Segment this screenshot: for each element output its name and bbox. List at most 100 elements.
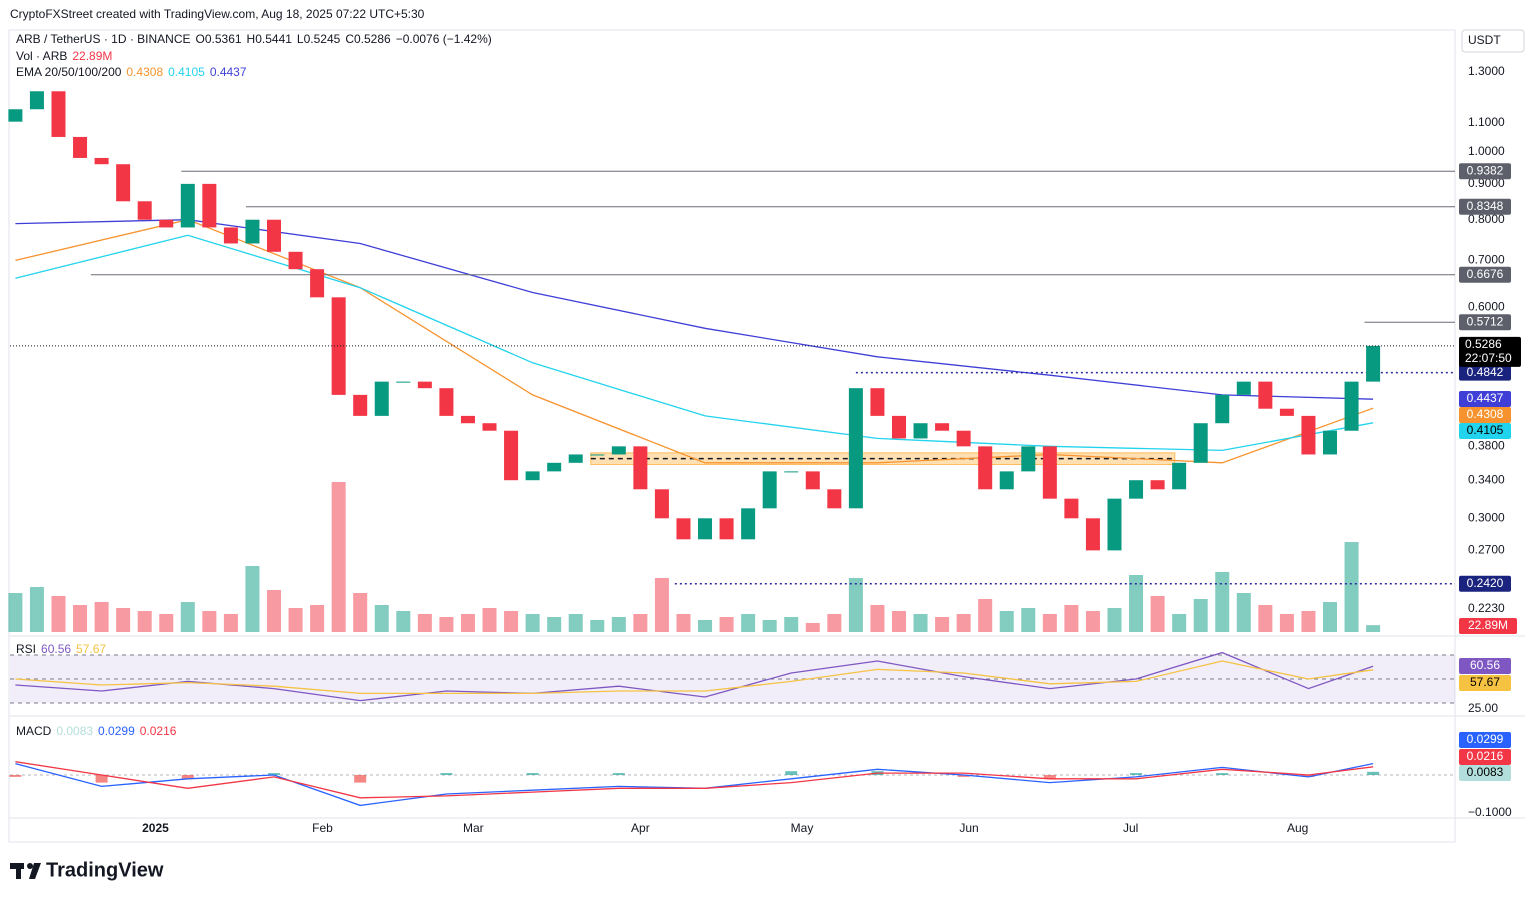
candle-body [223,227,238,244]
level-label: 0.8348 [1467,199,1504,213]
macd-line [15,761,1374,799]
candle-body [439,388,454,416]
legend-text: 0.0299 [98,724,135,738]
volume-bar [8,593,23,632]
rsi-label: 57.67 [1470,675,1500,689]
candle-body [504,430,519,481]
candle-body [999,471,1014,490]
candle-body [288,251,303,270]
candle-body [1172,462,1187,490]
candle-body [590,454,605,456]
logo-mark [10,863,41,879]
rsi-label: 60.56 [1470,658,1500,672]
candle-body [913,423,928,439]
volume-bar [805,623,820,632]
candle-body [94,157,109,165]
volume-bar [1301,611,1316,632]
volume-bar [913,614,928,632]
candle-body [1366,345,1381,382]
volume-bar [870,605,885,632]
volume-bar [741,614,756,632]
volume-bar [94,602,109,632]
level-label-box [1459,314,1511,331]
volume-bar [956,614,971,632]
level-label: 0.5712 [1467,314,1504,328]
candle-body [1322,430,1338,455]
x-tick-label: May [791,821,814,835]
candle-body [611,446,626,455]
candle-body [245,219,260,244]
volume-bar [1042,614,1057,632]
legend-text: 22.89M [72,49,112,63]
volume-bar [116,608,131,632]
current-price-box [1459,336,1521,367]
volume-bar [633,614,648,632]
volume-bar [202,611,217,632]
macd-label-box [1459,749,1511,765]
y-tick-label: 0.9000 [1468,176,1505,190]
volume-bar [159,614,174,632]
volume-bar [654,578,669,632]
legend-text: 0.0216 [140,724,177,738]
macd-histogram-bar [440,773,453,775]
macd-histogram-bar [1302,774,1315,777]
candle-body [870,388,885,416]
macd-histogram-bar [181,774,194,779]
volume-bar [417,614,432,632]
volume-bar [1107,608,1122,632]
candle-body [978,446,993,490]
volume-bar [1322,602,1338,632]
candle-body [331,297,346,395]
candle-body [525,471,540,481]
volume-bar [460,614,475,632]
ema-label-box [1459,423,1511,439]
y-tick-label: 0.6000 [1468,299,1505,313]
candle-body [1279,408,1294,416]
candle-body [935,423,950,431]
candle-body [1236,381,1251,395]
volume-bar [999,611,1014,632]
candle-body [1150,480,1165,490]
candle-body [374,381,389,416]
candle-body [784,471,799,473]
volume-bar [1215,572,1230,632]
candle-body [827,489,842,509]
volume-bar [525,614,540,632]
candle-body [202,183,217,228]
volume-bar [827,614,842,632]
y-tick-label: 0.7000 [1468,253,1505,267]
macd-histogram-bar [526,773,539,775]
candle-body [116,164,131,202]
x-tick-label: Apr [631,821,650,835]
legend-text: EMA 20/50/100/200 [16,65,122,79]
x-tick-label: Jul [1123,821,1138,835]
level-label: 0.9382 [1467,163,1504,177]
macd-label-box [1459,732,1511,748]
candle-body [1021,446,1036,472]
candle-body [805,471,820,490]
y-tick-label: 1.3000 [1468,64,1505,78]
x-tick-label: Feb [312,821,333,835]
volume-bar [719,617,734,632]
macd-label: 0.0083 [1467,765,1504,779]
legend-text: Vol · ARB [16,49,67,63]
candle-body [310,269,325,298]
volume-bar [73,605,88,632]
legend-text: 0.4437 [210,65,247,79]
candle-body [891,415,906,439]
macd-label-box [1459,765,1511,781]
volume-bar [891,611,906,632]
candle-body [1301,415,1316,455]
currency-box[interactable] [1461,29,1525,53]
volume-bar [676,614,691,632]
ema-line [15,234,1374,452]
legend-text: −0.0076 (−1.42%) [396,32,492,46]
volume-bar [547,617,562,632]
volume-bar [331,482,346,632]
volume-bar [978,599,993,632]
ema-line [15,219,1374,464]
volume-label: 22.89M [1468,618,1508,632]
logo-text: TradingView [46,859,164,881]
volume-bar [396,611,411,632]
